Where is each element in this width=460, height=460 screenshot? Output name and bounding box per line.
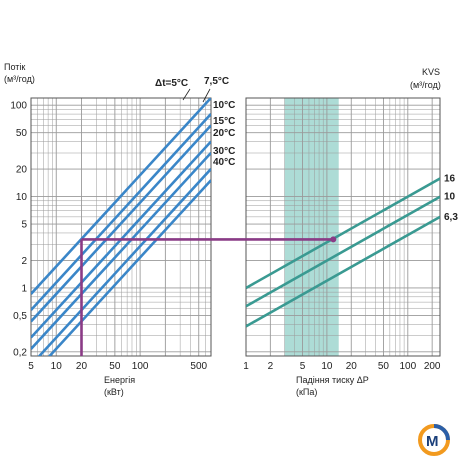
left-y-tick-label: 20 bbox=[16, 165, 28, 176]
dt-label: Δt=5°C bbox=[155, 78, 188, 89]
dt-pointer bbox=[202, 88, 211, 103]
right-x-tick-label: 50 bbox=[378, 361, 390, 372]
right-x-tick-label: 100 bbox=[399, 361, 416, 372]
path-end-point bbox=[330, 236, 337, 243]
temperature-label: 40°C bbox=[213, 157, 235, 168]
left-y-tick-label: 10 bbox=[16, 192, 28, 203]
right-ylabel-line2: (м³/год) bbox=[410, 80, 441, 90]
dt-pointer bbox=[182, 88, 191, 101]
series-line-6,3 bbox=[246, 215, 440, 328]
series-line-40°C bbox=[47, 179, 211, 356]
left-x-tick-label: 500 bbox=[190, 361, 207, 372]
left-xlabel-line1: Енергія bbox=[104, 375, 135, 385]
left-ylabel-line2: (м³/год) bbox=[4, 74, 35, 84]
left-ylabel-line1: Потік bbox=[4, 62, 25, 72]
left-y-tick-label: 0,5 bbox=[13, 311, 27, 322]
right-xlabel-line2: (кПа) bbox=[296, 387, 317, 397]
right-x-tick-label: 200 bbox=[424, 361, 441, 372]
left-x-tick-label: 5 bbox=[28, 361, 34, 372]
temperature-label: 20°C bbox=[213, 128, 235, 139]
right-x-tick-label: 10 bbox=[321, 361, 333, 372]
plot-frame bbox=[30, 97, 212, 357]
left-x-tick-label: 100 bbox=[132, 361, 149, 372]
left-y-tick-label: 1 bbox=[21, 283, 27, 294]
example-path bbox=[80, 236, 337, 356]
right-x-tick-label: 1 bbox=[243, 361, 249, 372]
series-line-10°C bbox=[31, 124, 211, 323]
right-xlabel-line1: Падіння тиску ΔP bbox=[296, 375, 369, 385]
temperature-label: 7,5°C bbox=[204, 76, 229, 87]
temperature-label: 10°C bbox=[213, 100, 235, 111]
right-x-tick-label: 20 bbox=[346, 361, 358, 372]
left-xlabel-line2: (кВт) bbox=[104, 387, 124, 397]
left-y-tick-label: 50 bbox=[16, 128, 28, 139]
svg-text:M: M bbox=[426, 433, 439, 450]
pressure-band bbox=[284, 98, 339, 356]
series-line-30°C bbox=[37, 168, 211, 356]
right-chart bbox=[245, 97, 441, 357]
kvs-label: 6,3 bbox=[444, 212, 458, 223]
left-y-tick-label: 100 bbox=[10, 101, 27, 112]
m-logo-icon: M bbox=[418, 424, 450, 456]
series-line-7,5°C bbox=[31, 113, 211, 311]
left-chart bbox=[30, 97, 212, 357]
temperature-label: 15°C bbox=[213, 116, 235, 127]
right-x-tick-label: 2 bbox=[268, 361, 274, 372]
kvs-label: 16 bbox=[444, 173, 456, 184]
series-line-Δt=5°C bbox=[31, 98, 211, 295]
right-x-tick-label: 5 bbox=[300, 361, 306, 372]
series-line-20°C bbox=[31, 151, 211, 350]
temperature-label: 30°C bbox=[213, 146, 235, 157]
series-line-10 bbox=[246, 195, 440, 308]
left-y-tick-label: 5 bbox=[21, 220, 27, 231]
left-x-tick-label: 50 bbox=[109, 361, 121, 372]
left-y-tick-label: 0,2 bbox=[13, 347, 27, 358]
labels: Потік (м³/год) Енергія (кВт) KVS (м³/год… bbox=[4, 62, 458, 397]
right-ylabel-line1: KVS bbox=[422, 67, 440, 77]
series-line-16 bbox=[246, 177, 440, 290]
left-x-tick-label: 10 bbox=[51, 361, 63, 372]
kvs-label: 10 bbox=[444, 192, 456, 203]
left-y-tick-label: 2 bbox=[21, 256, 27, 267]
plot-frame bbox=[245, 97, 441, 357]
left-x-tick-label: 20 bbox=[76, 361, 88, 372]
